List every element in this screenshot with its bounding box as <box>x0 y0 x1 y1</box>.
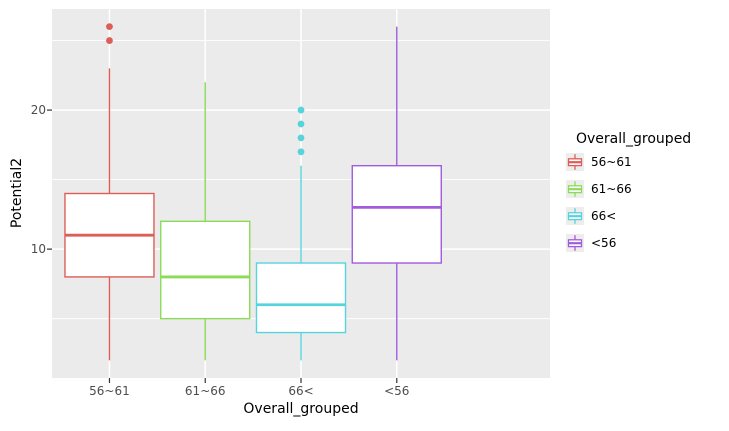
legend: Overall_grouped 56~61 61~66 66< <56 <box>566 131 691 261</box>
legend-item: 56~61 <box>566 153 691 171</box>
legend-item: 61~66 <box>566 180 691 198</box>
boxplot-box <box>255 262 347 334</box>
x-tick-label: 61~66 <box>184 384 226 398</box>
boxplot-box <box>160 220 251 320</box>
x-tick-label: 56~61 <box>89 384 130 398</box>
boxplot-glyph-icon <box>567 208 583 224</box>
legend-item-label: <56 <box>591 236 617 250</box>
x-tick-label: <56 <box>384 384 410 398</box>
outlier-point <box>106 37 113 44</box>
y-axis-title: Potential2 <box>9 157 25 229</box>
legend-key <box>566 180 584 198</box>
boxplot-glyph-icon <box>567 154 583 170</box>
boxplot-box <box>351 164 442 264</box>
legend-title: Overall_grouped <box>576 131 692 147</box>
legend-key <box>566 207 584 225</box>
legend-items: 56~61 61~66 66< <56 <box>566 153 691 252</box>
legend-key <box>566 234 584 252</box>
legend-item-label: 61~66 <box>591 182 632 196</box>
legend-item: <56 <box>566 234 691 252</box>
legend-item-label: 56~61 <box>591 155 632 169</box>
x-tick-label: 66< <box>288 384 314 398</box>
outlier-point <box>297 106 305 114</box>
boxplot-glyph-icon <box>567 181 583 197</box>
legend-item-label: 66< <box>591 209 617 223</box>
outlier-point <box>297 148 305 156</box>
boxplot-glyph-icon <box>567 235 583 251</box>
outlier-point <box>106 23 113 31</box>
y-tick-label: 10 <box>30 242 46 257</box>
outlier-point <box>297 120 305 128</box>
legend-key <box>566 153 584 171</box>
outlier-point <box>297 134 305 142</box>
x-axis-title: Overall_grouped <box>243 401 359 417</box>
legend-item: 66< <box>566 207 691 225</box>
y-tick-label: 20 <box>30 103 46 118</box>
